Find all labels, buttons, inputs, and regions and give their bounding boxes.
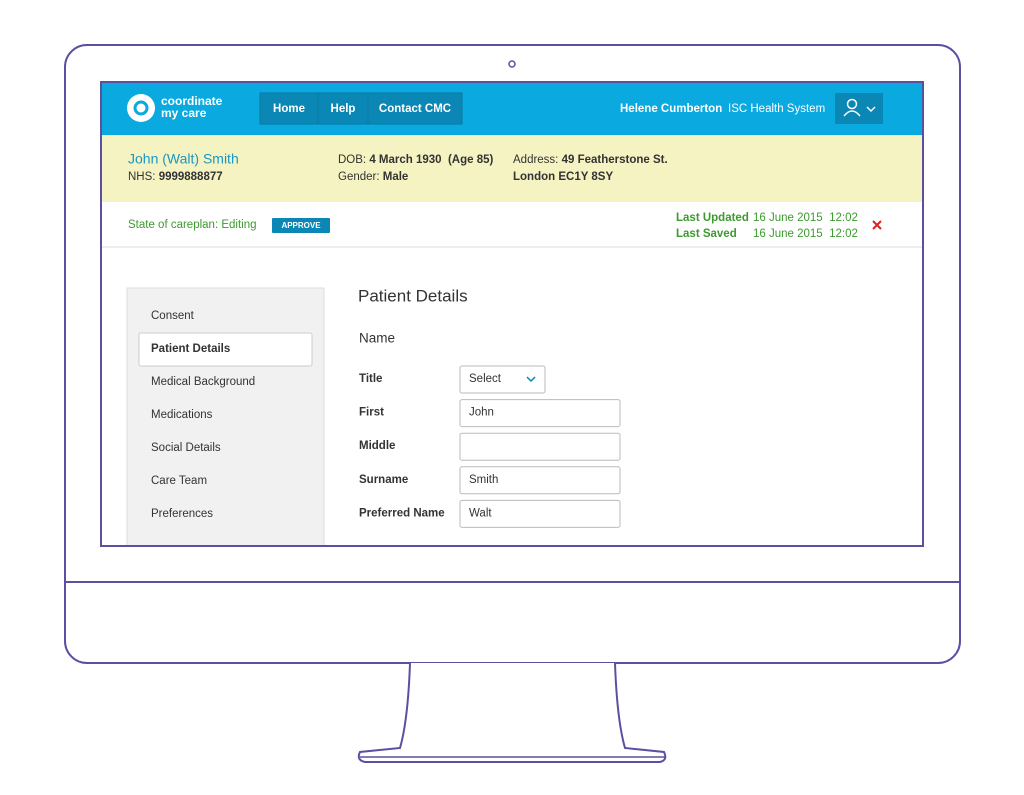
header	[101, 82, 923, 135]
logo-text: coordinate	[161, 94, 223, 108]
chevron	[526, 376, 536, 383]
form-title: Patient Details	[358, 286, 468, 305]
label: Gender:	[338, 171, 380, 183]
patient-name: John (Walt) Smith	[128, 151, 239, 167]
nhs: NHS: 9999888877	[128, 171, 223, 183]
screen: coordinate my care Home Help Contact CMC…	[101, 82, 923, 546]
value: 4 March 1930	[369, 154, 441, 166]
sidebar-item[interactable]: Preferences	[151, 508, 213, 520]
gender: Gender: Male	[338, 171, 408, 183]
label: Address:	[513, 154, 558, 166]
value: (Age 85)	[448, 154, 494, 166]
sidebar-item[interactable]: Medical Background	[151, 376, 255, 388]
camera	[508, 60, 516, 68]
address-line: London EC1Y 8SY	[513, 171, 613, 183]
input[interactable]	[459, 466, 621, 495]
sidebar-item[interactable]: Social Details	[151, 442, 221, 454]
field-value: Smith	[469, 474, 498, 486]
fields: Title Select First John Middle Surname Smith Pr…	[359, 365, 621, 528]
user-icon	[843, 110, 861, 117]
label: NHS:	[128, 171, 155, 183]
sidebar-items: Consent Patient Details Medical Background…	[138, 310, 313, 520]
sidebar	[126, 287, 325, 546]
section-title: Name	[359, 331, 395, 346]
field-value: John	[469, 407, 494, 419]
label: DOB:	[338, 154, 366, 166]
nav-label: Contact CMC	[379, 103, 451, 115]
field-value: Select	[469, 373, 502, 385]
close-icon[interactable]	[872, 220, 882, 230]
dob: DOB: 4 March 1930 (Age 85)	[338, 154, 494, 166]
sidebar-item[interactable]: Medications	[151, 409, 213, 421]
field-value: Walt	[469, 507, 492, 519]
field-label: Title	[359, 373, 382, 385]
field-label: Middle	[359, 440, 395, 452]
user-icon	[846, 98, 858, 110]
field-label: Preferred Name	[359, 507, 445, 519]
input[interactable]	[459, 499, 621, 528]
stand	[357, 662, 667, 763]
sidebar-item[interactable]: Consent	[151, 310, 195, 322]
input[interactable]	[459, 432, 621, 461]
screen-border	[100, 81, 924, 547]
sidebar-selected[interactable]	[138, 332, 313, 367]
organisation: ISC Health System	[728, 103, 825, 115]
select[interactable]	[459, 365, 546, 394]
nav-label: Home	[273, 103, 305, 115]
patient-banner	[101, 135, 923, 202]
address: Address: 49 Featherstone St.	[513, 154, 668, 166]
label: Last Updated	[676, 212, 749, 224]
user-name: Helene Cumberton	[620, 103, 722, 115]
sidebar-item[interactable]: Patient Details	[151, 343, 230, 355]
nav-button[interactable]	[259, 92, 319, 125]
value: 16 June 2015 12:02	[753, 228, 858, 240]
user-menu[interactable]	[835, 93, 883, 124]
value: 16 June 2015 12:02	[753, 212, 858, 224]
sidebar-item[interactable]: Care Team	[151, 475, 207, 487]
input[interactable]	[459, 399, 621, 428]
field-label: First	[359, 407, 384, 419]
field-label: Surname	[359, 474, 408, 486]
careplan-state: State of careplan: Editing	[128, 219, 257, 231]
value: 9999888877	[159, 171, 223, 183]
logo-icon-inner	[133, 100, 149, 116]
value: Male	[383, 171, 409, 183]
logo-icon	[127, 94, 155, 122]
logo-text: my care	[161, 106, 207, 120]
nav-button[interactable]	[367, 92, 463, 125]
nav-label: Help	[331, 103, 356, 115]
approve-button[interactable]	[272, 218, 330, 233]
value: 49 Featherstone St.	[562, 154, 668, 166]
approve-label: APPROVE	[281, 221, 321, 230]
label: Last Saved	[676, 228, 737, 240]
chevron	[866, 106, 876, 113]
